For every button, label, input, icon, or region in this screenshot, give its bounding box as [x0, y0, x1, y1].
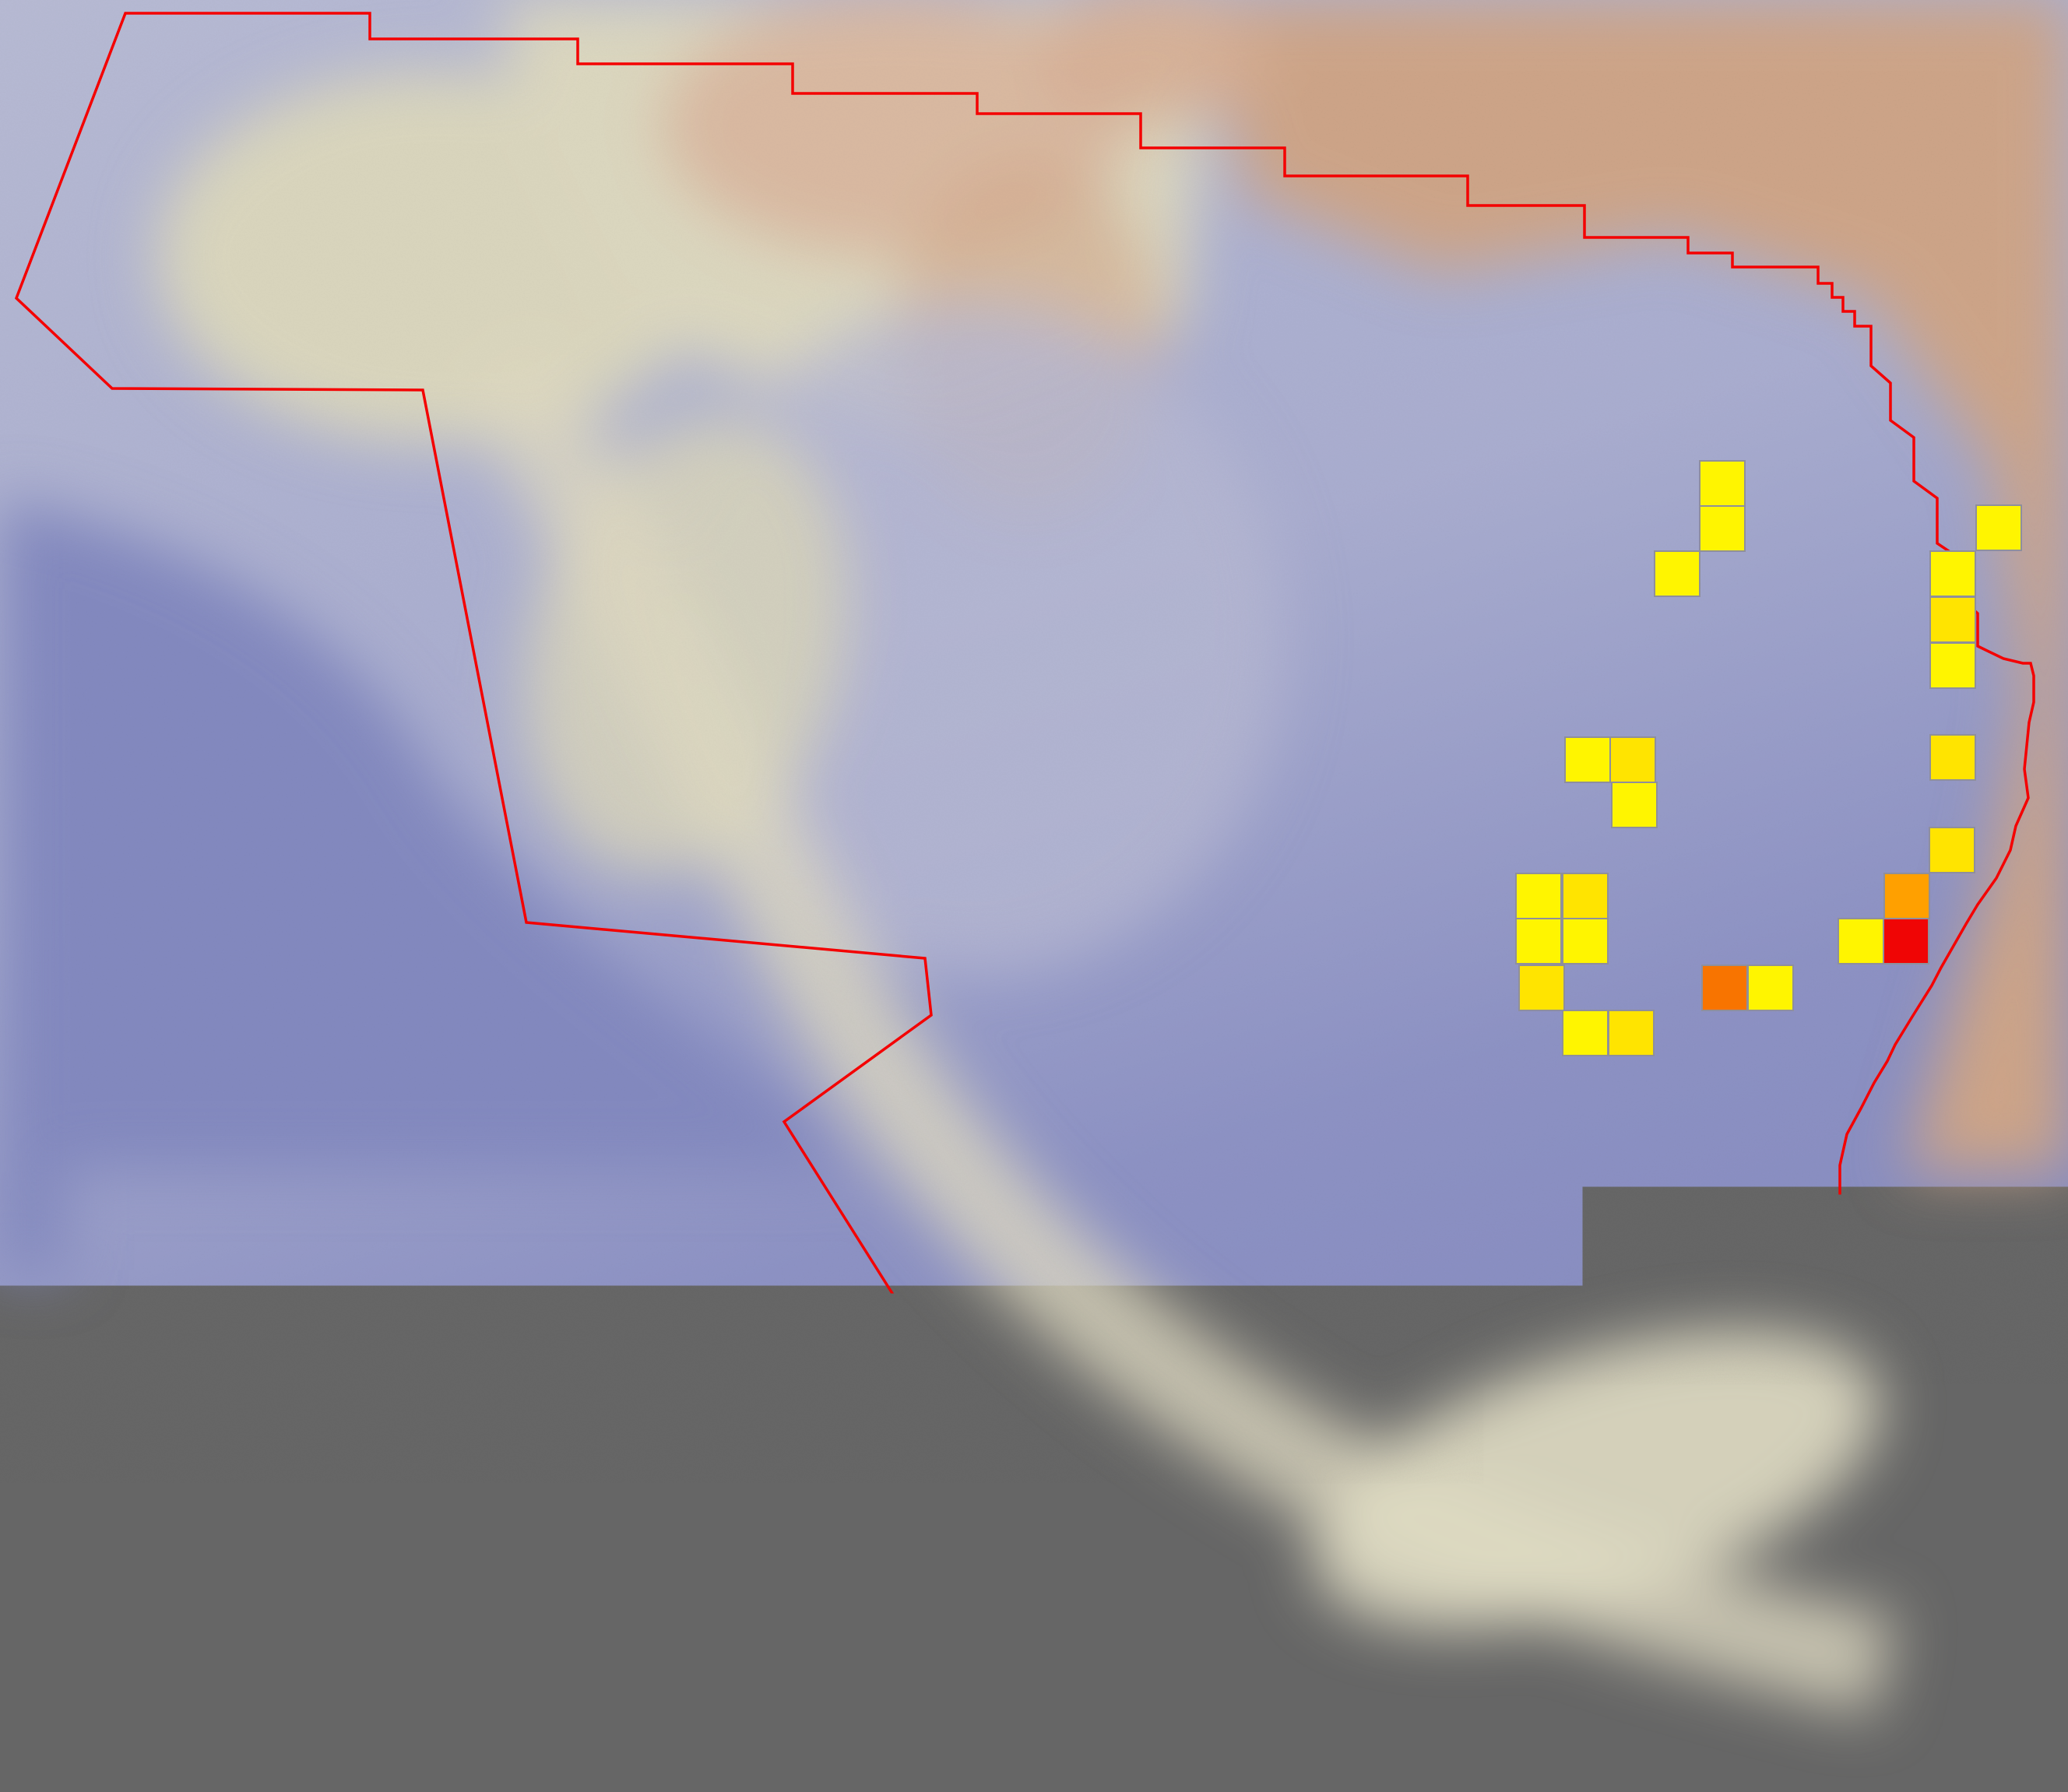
grid-square — [1702, 965, 1747, 1010]
map-canvas: Records/50km 14 12 11 9 8 6 4 3 1 — [0, 0, 2068, 1792]
grid-square — [1838, 919, 1883, 964]
legend: Records/50km 141211986431 — [1769, 1240, 2067, 1779]
grid-square — [1976, 505, 2021, 550]
grid-square — [1565, 737, 1610, 782]
legend-color-bar — [1777, 1312, 1842, 1603]
grid-square — [1610, 737, 1655, 782]
grid-square — [1516, 873, 1561, 919]
grid-square — [1884, 873, 1929, 919]
grid-square — [1748, 965, 1793, 1010]
grid-square — [1612, 782, 1657, 827]
grid-square — [1930, 597, 1975, 642]
grid-square — [1519, 965, 1564, 1010]
grid-square — [1609, 1010, 1654, 1056]
legend-value: 1 — [1859, 1583, 1884, 1625]
legend-title: Records/50km — [1787, 1260, 2067, 1301]
grid-square — [1930, 735, 1975, 780]
logo-line-1: National — [47, 1433, 262, 1498]
bathymetry-map: Records/50km 141211986431 — [0, 0, 2068, 1792]
grid-square — [1700, 461, 1745, 506]
grid-square — [1883, 919, 1929, 964]
grid-square — [1700, 506, 1745, 551]
grid-square — [1563, 1010, 1608, 1056]
grid-square — [1929, 827, 1975, 873]
logo-line-2: Biodiversity — [47, 1516, 359, 1580]
grid-square — [1563, 873, 1608, 919]
grid-square — [1930, 643, 1975, 688]
grid-square — [1516, 919, 1561, 964]
grid-square — [1563, 919, 1608, 964]
grid-square — [1655, 551, 1700, 596]
grid-square — [1930, 551, 1975, 596]
logo-tagline: Documenting Ireland’s Wildlife — [48, 1668, 469, 1700]
logo-line-3: Data Centre — [47, 1598, 353, 1663]
